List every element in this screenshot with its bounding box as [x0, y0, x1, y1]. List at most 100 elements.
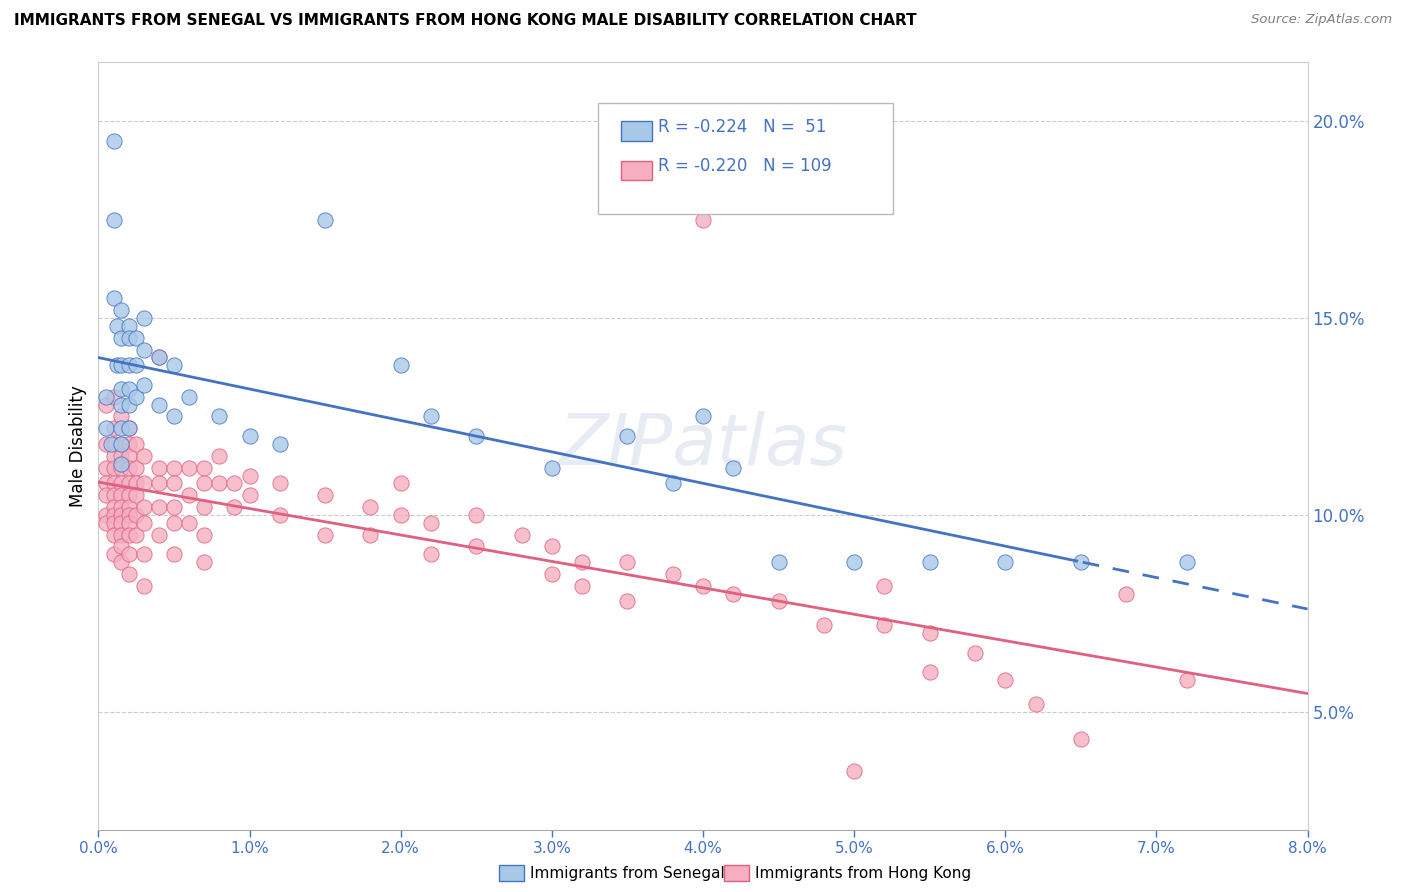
Point [148, 527, 170, 541]
Point [163, 460, 186, 475]
Point [148, 398, 170, 412]
Point [723, 586, 745, 600]
Point [193, 527, 215, 541]
Point [110, 359, 132, 373]
Point [103, 508, 125, 522]
Point [540, 539, 562, 553]
Point [844, 555, 866, 569]
Point [132, 311, 155, 326]
Point [110, 508, 132, 522]
Point [179, 390, 201, 404]
Point [103, 488, 125, 502]
Point [692, 212, 714, 227]
Point [768, 594, 790, 608]
Point [314, 527, 336, 541]
Point [125, 488, 148, 502]
Point [420, 547, 443, 561]
Point [110, 457, 132, 471]
Point [1025, 697, 1047, 711]
Point [193, 460, 215, 475]
Point [389, 359, 412, 373]
Point [118, 488, 141, 502]
Point [571, 579, 593, 593]
Point [118, 421, 141, 435]
Point [103, 516, 125, 530]
Point [94, 460, 117, 475]
Point [94, 398, 117, 412]
Point [118, 398, 141, 412]
Point [314, 488, 336, 502]
Point [239, 468, 262, 483]
Point [1070, 555, 1092, 569]
Point [193, 476, 215, 491]
Point [110, 409, 132, 424]
Point [1070, 732, 1092, 747]
Point [100, 437, 122, 451]
Point [94, 476, 117, 491]
Point [163, 547, 186, 561]
Point [661, 476, 683, 491]
Text: IMMIGRANTS FROM SENEGAL VS IMMIGRANTS FROM HONG KONG MALE DISABILITY CORRELATION: IMMIGRANTS FROM SENEGAL VS IMMIGRANTS FR… [14, 13, 917, 29]
Point [110, 331, 132, 345]
Point [965, 646, 987, 660]
Y-axis label: Male Disability: Male Disability [69, 385, 87, 507]
Point [768, 555, 790, 569]
Point [723, 460, 745, 475]
Point [179, 516, 201, 530]
Point [125, 390, 148, 404]
Point [239, 488, 262, 502]
Point [125, 437, 148, 451]
Point [540, 566, 562, 581]
Text: Immigrants from Senegal: Immigrants from Senegal [530, 866, 725, 880]
Point [118, 318, 141, 333]
Point [360, 500, 382, 514]
Point [918, 625, 941, 640]
Point [661, 566, 683, 581]
Point [103, 292, 125, 306]
Point [239, 429, 262, 443]
Point [844, 764, 866, 778]
Point [103, 449, 125, 463]
Point [118, 476, 141, 491]
Point [110, 516, 132, 530]
Point [118, 516, 141, 530]
Point [148, 460, 170, 475]
Point [132, 547, 155, 561]
Point [571, 555, 593, 569]
Point [465, 539, 488, 553]
Point [94, 516, 117, 530]
Point [118, 508, 141, 522]
Point [163, 359, 186, 373]
Point [510, 527, 533, 541]
Point [692, 409, 714, 424]
Point [118, 566, 141, 581]
Point [193, 500, 215, 514]
Point [110, 421, 132, 435]
Point [994, 673, 1017, 687]
Point [118, 460, 141, 475]
Point [103, 421, 125, 435]
Text: R = -0.224   N =  51: R = -0.224 N = 51 [658, 118, 827, 136]
Point [314, 212, 336, 227]
Point [540, 460, 562, 475]
Point [118, 382, 141, 396]
Point [110, 539, 132, 553]
Point [208, 476, 231, 491]
Point [269, 508, 291, 522]
Point [224, 500, 246, 514]
Text: Immigrants from Hong Kong: Immigrants from Hong Kong [755, 866, 972, 880]
Point [125, 527, 148, 541]
Point [420, 409, 443, 424]
Point [103, 390, 125, 404]
Point [360, 527, 382, 541]
Point [125, 460, 148, 475]
Point [616, 555, 638, 569]
Point [148, 476, 170, 491]
Point [132, 516, 155, 530]
Point [163, 516, 186, 530]
Point [224, 476, 246, 491]
Point [179, 460, 201, 475]
Point [110, 488, 132, 502]
Point [110, 476, 132, 491]
Point [110, 398, 132, 412]
